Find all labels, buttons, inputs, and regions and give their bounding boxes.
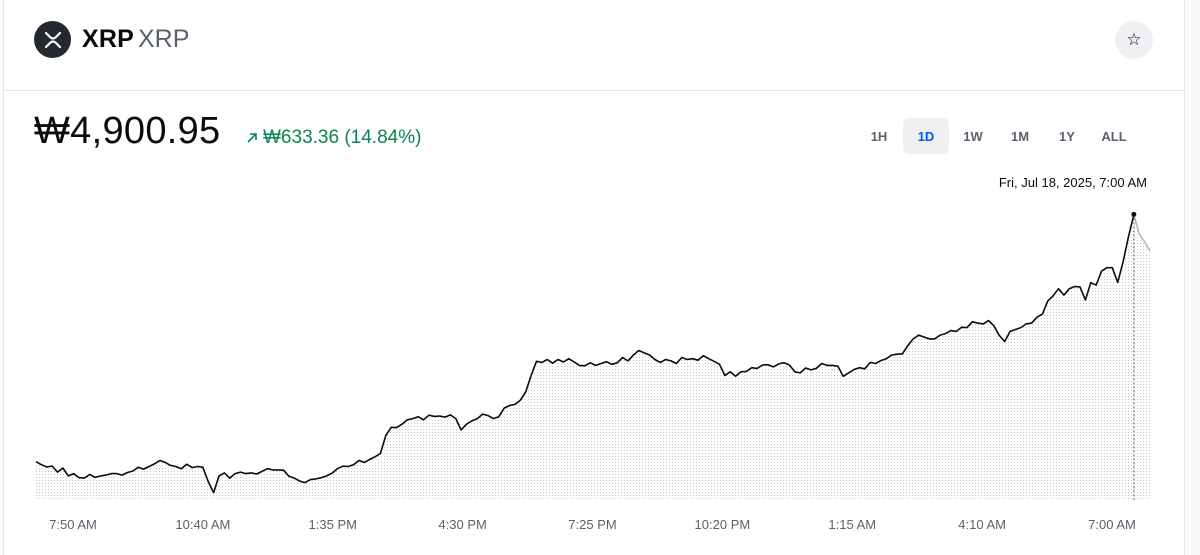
current-price: ₩4,900.95 bbox=[34, 110, 221, 152]
x-tick-label: 10:20 PM bbox=[695, 517, 751, 532]
time-range-selector: 1H 1D 1W 1M 1Y ALL bbox=[856, 118, 1138, 154]
x-tick-label: 7:50 AM bbox=[49, 517, 97, 532]
chart-hover-timestamp: Fri, Jul 18, 2025, 7:00 AM bbox=[998, 175, 1147, 190]
range-1w[interactable]: 1W bbox=[963, 128, 983, 144]
star-icon: ☆ bbox=[1126, 30, 1142, 49]
asset-header: XRP XRP ☆ bbox=[4, 0, 1184, 91]
range-all[interactable]: ALL bbox=[1101, 128, 1127, 144]
asset-name: XRP bbox=[82, 25, 135, 53]
x-tick-label: 4:30 PM bbox=[438, 517, 486, 532]
price-change-value: ₩633.36 (14.84%) bbox=[263, 127, 422, 148]
scrollbar[interactable] bbox=[1186, 0, 1200, 555]
price-line bbox=[35, 214, 1135, 494]
x-tick-label: 1:15 AM bbox=[828, 517, 876, 532]
x-tick-label: 1:35 PM bbox=[309, 517, 357, 532]
range-1d[interactable]: 1D bbox=[903, 118, 949, 154]
arrow-up-right-icon bbox=[247, 133, 257, 143]
range-1y[interactable]: 1Y bbox=[1059, 128, 1075, 144]
price-change: ₩633.36 (14.84%) bbox=[246, 127, 421, 149]
range-1h[interactable]: 1H bbox=[870, 128, 888, 144]
asset-ticker: XRP bbox=[138, 25, 190, 53]
x-tick-label: 4:10 AM bbox=[958, 517, 1006, 532]
x-tick-label: 7:25 PM bbox=[568, 517, 616, 532]
watchlist-star-button[interactable]: ☆ bbox=[1115, 21, 1153, 59]
price-area-fill bbox=[36, 214, 1150, 500]
range-1m[interactable]: 1M bbox=[1010, 128, 1030, 144]
price-line-after-hover bbox=[1133, 214, 1151, 252]
hover-point bbox=[1131, 211, 1137, 217]
x-tick-label: 7:00 AM bbox=[1088, 517, 1136, 532]
x-tick-label: 10:40 AM bbox=[175, 517, 230, 532]
xrp-logo-icon bbox=[34, 21, 71, 58]
